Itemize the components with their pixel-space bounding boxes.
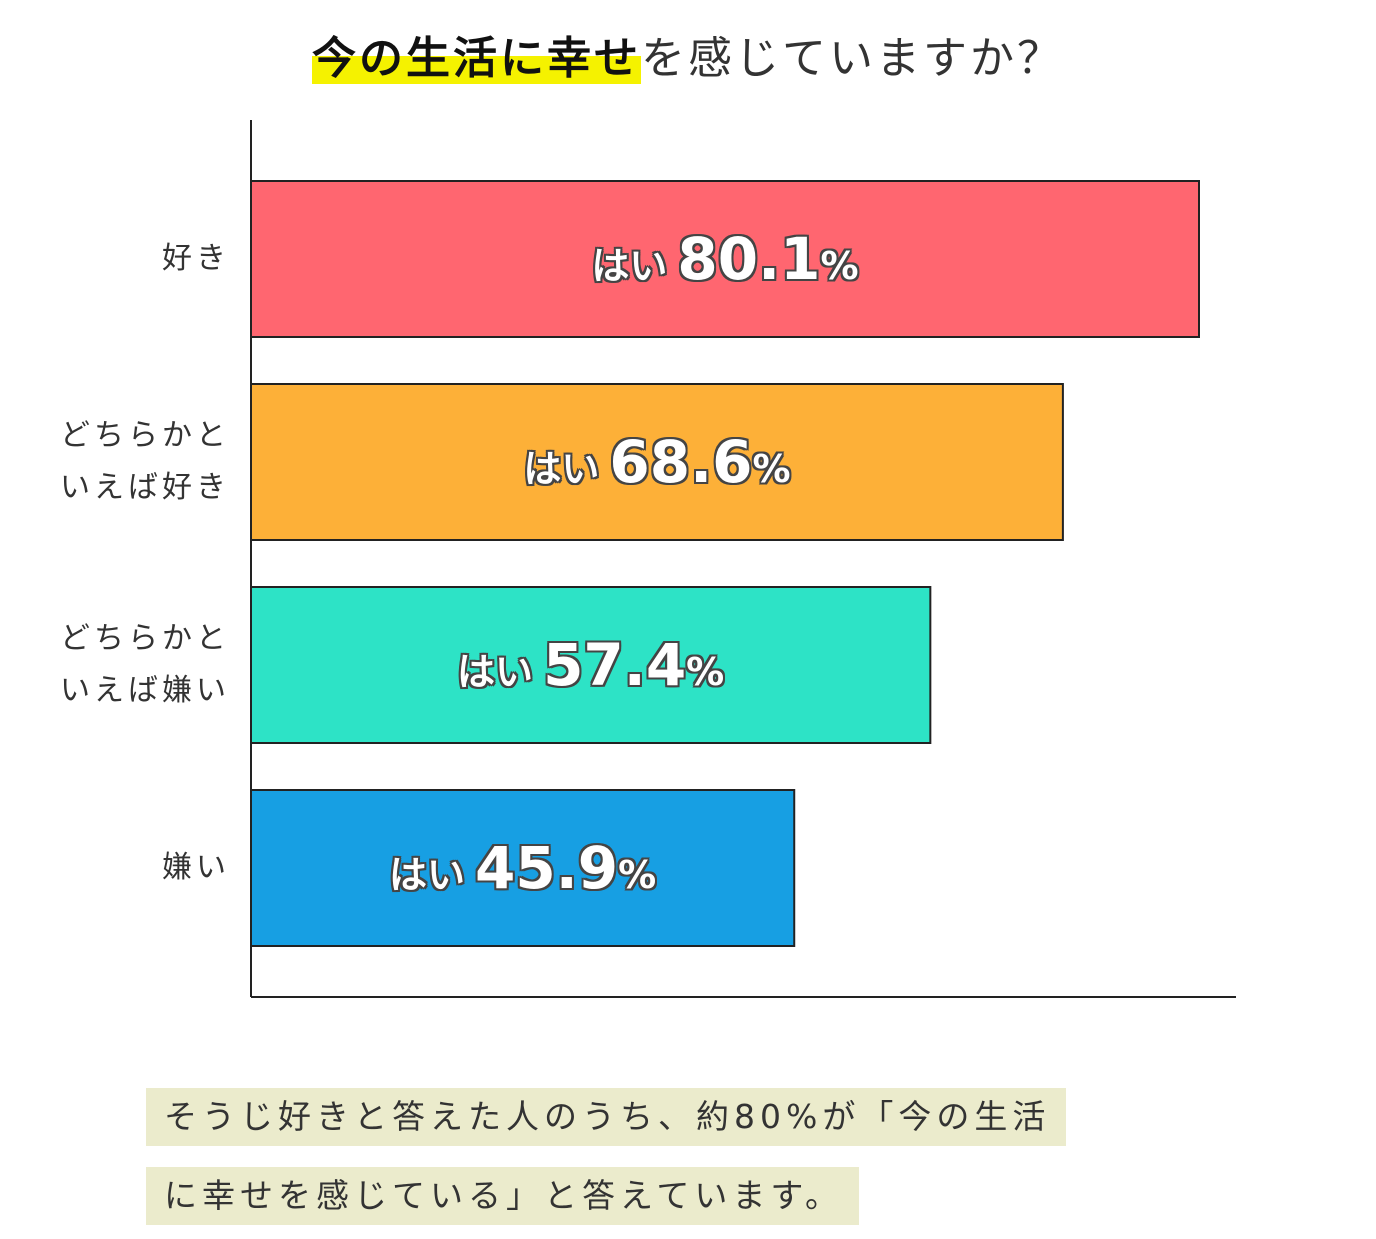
category-label-3: どちらかといえば嫌い xyxy=(20,613,230,717)
value-suffix: % xyxy=(618,853,657,897)
value-prefix: はい xyxy=(523,447,600,491)
category-label-line: いえば嫌い xyxy=(60,673,230,708)
title-highlighted: 今の生活に幸せ xyxy=(312,33,641,84)
value-number: 57.4 xyxy=(543,631,687,699)
value-prefix: はい xyxy=(389,853,466,897)
note-line-1: そうじ好きと答えた人のうち、約80%が「今の生活 xyxy=(146,1088,1067,1146)
category-label-1: 好き xyxy=(20,233,230,285)
value-label-2: はい 68.6% xyxy=(523,428,790,496)
value-number: 80.1 xyxy=(677,225,821,293)
bar-3 xyxy=(250,586,932,744)
value-label-3: はい 57.4% xyxy=(457,631,724,699)
category-label-4: 嫌い xyxy=(20,842,230,894)
bar-2 xyxy=(250,383,1064,541)
note-line-2: に幸せを感じている」と答えています。 xyxy=(146,1167,860,1225)
value-prefix: はい xyxy=(591,244,668,288)
value-label-1: はい 80.1% xyxy=(591,225,858,293)
value-suffix: % xyxy=(820,244,859,288)
bar-4 xyxy=(250,789,796,947)
category-label-line: 嫌い xyxy=(162,850,230,885)
category-label-line: 好き xyxy=(162,241,230,276)
value-label-4: はい 45.9% xyxy=(389,834,656,902)
category-label-line: どちらかと xyxy=(60,621,230,656)
category-label-2: どちらかといえば好き xyxy=(20,410,230,514)
value-suffix: % xyxy=(686,650,725,694)
value-prefix: はい xyxy=(457,650,534,694)
category-label-line: どちらかと xyxy=(60,418,230,453)
value-suffix: % xyxy=(752,447,791,491)
category-label-line: いえば好き xyxy=(60,470,230,505)
title-rest: を感じていますか？ xyxy=(641,33,1064,84)
value-number: 45.9 xyxy=(475,834,619,902)
value-number: 68.6 xyxy=(609,428,753,496)
bar-1 xyxy=(250,180,1200,338)
chart-title: 今の生活に幸せを感じていますか？ xyxy=(0,22,1376,86)
